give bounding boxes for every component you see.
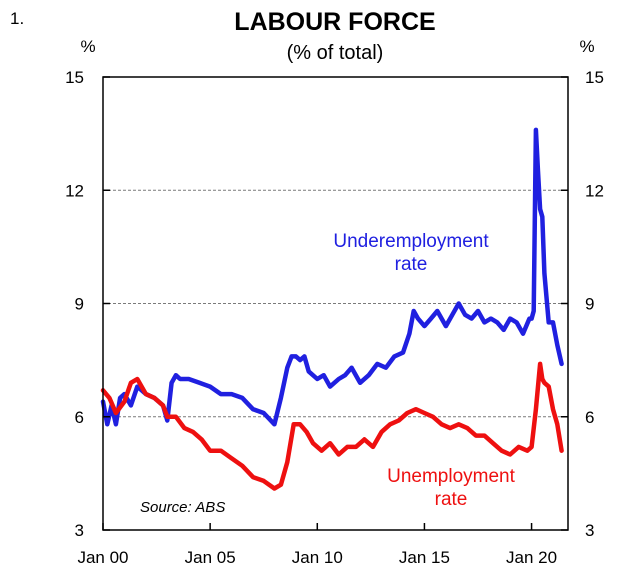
gridlines: [103, 189, 568, 418]
plot-series: [100, 127, 564, 491]
unemployment-label-line-1: Unemployment: [387, 466, 515, 487]
chart-subtitle: (% of total): [287, 42, 384, 64]
right-tick-label: 3: [585, 521, 594, 540]
right-tick-label: 12: [585, 181, 604, 200]
right-tick-label: 9: [585, 295, 594, 314]
chart-title: LABOUR FORCE: [234, 8, 435, 36]
source-note: Source: ABS: [140, 499, 225, 516]
x-axis-ticks: Jan 00 Jan 05 Jan 10 Jan 15 Jan 20: [77, 523, 557, 567]
right-tick-label: 6: [585, 408, 594, 427]
left-axis-unit: %: [80, 37, 95, 56]
unemployment-label-line-2: rate: [435, 489, 468, 510]
x-tick-label: Jan 10: [292, 548, 343, 567]
x-tick-label: Jan 20: [506, 548, 557, 567]
x-tick-label: Jan 05: [185, 548, 236, 567]
left-tick-label: 3: [75, 521, 84, 540]
left-tick-label: 15: [65, 68, 84, 87]
left-tick-label: 9: [75, 295, 84, 314]
underemployment-rate-line: [100, 127, 564, 427]
x-tick-label: Jan 00: [77, 548, 128, 567]
underemployment-label-line-1: Underemployment: [333, 231, 489, 252]
right-axis-unit: %: [579, 37, 594, 56]
left-tick-label: 6: [75, 408, 84, 427]
left-tick-label: 12: [65, 181, 84, 200]
figure-number: 1.: [10, 9, 24, 28]
unemployment-rate-line: [100, 361, 564, 491]
right-tick-label: 15: [585, 68, 604, 87]
y-axis-ticks: 15 15 12 12 9 9 6 6 3 3: [65, 68, 604, 540]
x-tick-label: Jan 15: [399, 548, 450, 567]
underemployment-label-line-2: rate: [395, 254, 428, 275]
